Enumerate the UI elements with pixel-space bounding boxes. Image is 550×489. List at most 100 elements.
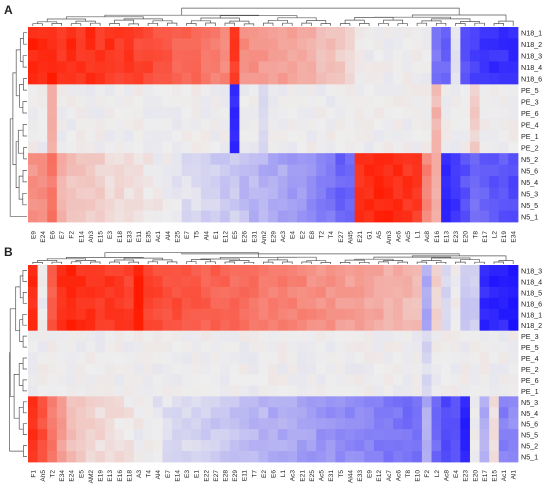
heatmap-cell [191, 130, 202, 143]
heatmap-cell [220, 319, 231, 332]
heatmap-cell [104, 407, 115, 419]
heatmap-cell [66, 451, 77, 463]
heatmap-cell [95, 187, 106, 200]
heatmap-cell [172, 118, 183, 131]
heatmap-cell [489, 418, 500, 430]
column-label: T4 [328, 231, 335, 239]
dendrogram-branch [339, 23, 351, 26]
heatmap-cell [210, 440, 221, 452]
heatmap-cell [335, 341, 346, 353]
heatmap-cell [37, 407, 48, 419]
heatmap-cell [479, 319, 490, 332]
heatmap-cell [104, 153, 115, 166]
heatmap-cell [162, 341, 173, 353]
heatmap-cell [268, 275, 279, 288]
column-label: Ac3 [290, 470, 297, 482]
heatmap-cell [248, 141, 259, 154]
heatmap-cell [28, 374, 39, 386]
heatmap-cell [133, 385, 144, 397]
heatmap-cell [441, 199, 452, 211]
heatmap-cell [124, 297, 135, 310]
heatmap-cell [373, 286, 384, 299]
heatmap-cell [248, 49, 259, 62]
heatmap-cell [210, 297, 221, 310]
heatmap-cell [85, 199, 96, 211]
heatmap-cell [402, 199, 413, 211]
heatmap-cell [143, 308, 154, 321]
column-label: E16 [117, 470, 124, 482]
heatmap-cell [345, 396, 356, 408]
heatmap-cell [210, 407, 221, 419]
heatmap-cell [28, 451, 39, 463]
heatmap-cell [345, 210, 356, 223]
row-label: N5_3 [521, 189, 538, 198]
heatmap-cell [431, 118, 442, 131]
row-label: N5_6 [521, 166, 538, 175]
heatmap-cell [373, 95, 384, 108]
heatmap-cell [210, 319, 221, 332]
heatmap-cell [364, 265, 375, 277]
heatmap-cell [421, 286, 432, 299]
heatmap-cell [316, 451, 327, 463]
heatmap-cell [354, 286, 365, 299]
heatmap-cell [114, 308, 125, 321]
heatmap-cell [28, 187, 39, 200]
heatmap-cell [325, 275, 336, 288]
heatmap-cell [364, 374, 375, 386]
heatmap-cell [181, 72, 192, 85]
heatmap-cell [373, 199, 384, 211]
heatmap-cell [104, 451, 115, 463]
heatmap-cell [325, 61, 336, 74]
heatmap-cell [258, 176, 269, 188]
column-label: E12 [222, 231, 229, 243]
heatmap-cell [181, 330, 192, 343]
heatmap-cell [469, 418, 480, 430]
heatmap-cell [76, 187, 87, 200]
heatmap-cell [191, 153, 202, 166]
heatmap-cell [354, 341, 365, 353]
heatmap-cell [287, 308, 298, 321]
heatmap-cell [335, 352, 346, 364]
heatmap-cell [152, 141, 163, 154]
heatmap-cell [85, 286, 96, 299]
column-label: Ah5 [40, 470, 47, 482]
heatmap-cell [268, 153, 279, 166]
heatmap-cell [450, 374, 461, 386]
heatmap-cell [277, 118, 288, 131]
heatmap-cell [431, 385, 442, 397]
row-label: N18_1 [521, 310, 542, 319]
heatmap-cell [66, 153, 77, 166]
dendrogram-branch [354, 17, 394, 21]
heatmap-cell [402, 72, 413, 85]
heatmap-cell [124, 210, 135, 223]
heatmap-cell [143, 265, 154, 277]
heatmap-cell [450, 27, 461, 39]
heatmap-cell [479, 118, 490, 131]
column-label: Al4 [203, 231, 210, 241]
column-label: E26 [242, 231, 249, 243]
heatmap-cell [114, 319, 125, 332]
heatmap-cell [229, 210, 240, 223]
heatmap-cell [200, 363, 211, 375]
heatmap-cell [460, 130, 471, 143]
heatmap-cell [508, 95, 519, 108]
heatmap-cell [287, 407, 298, 419]
dendrogram-branch [22, 335, 27, 348]
heatmap-cell [297, 187, 308, 200]
heatmap-cell [47, 319, 58, 332]
heatmap-cell [431, 352, 442, 364]
heatmap-cell [85, 396, 96, 408]
heatmap-cell [316, 418, 327, 430]
heatmap-cell [335, 176, 346, 188]
heatmap-cell [460, 308, 471, 321]
heatmap-cell [383, 407, 394, 419]
heatmap-cell [181, 363, 192, 375]
heatmap-cell [354, 319, 365, 332]
heatmap-cell [28, 297, 39, 310]
dendrogram-branch [90, 22, 101, 26]
column-label: F2 [424, 470, 431, 478]
heatmap-cell [345, 49, 356, 62]
heatmap-cell [431, 153, 442, 166]
heatmap-cell [383, 319, 394, 332]
heatmap-cell [297, 440, 308, 452]
